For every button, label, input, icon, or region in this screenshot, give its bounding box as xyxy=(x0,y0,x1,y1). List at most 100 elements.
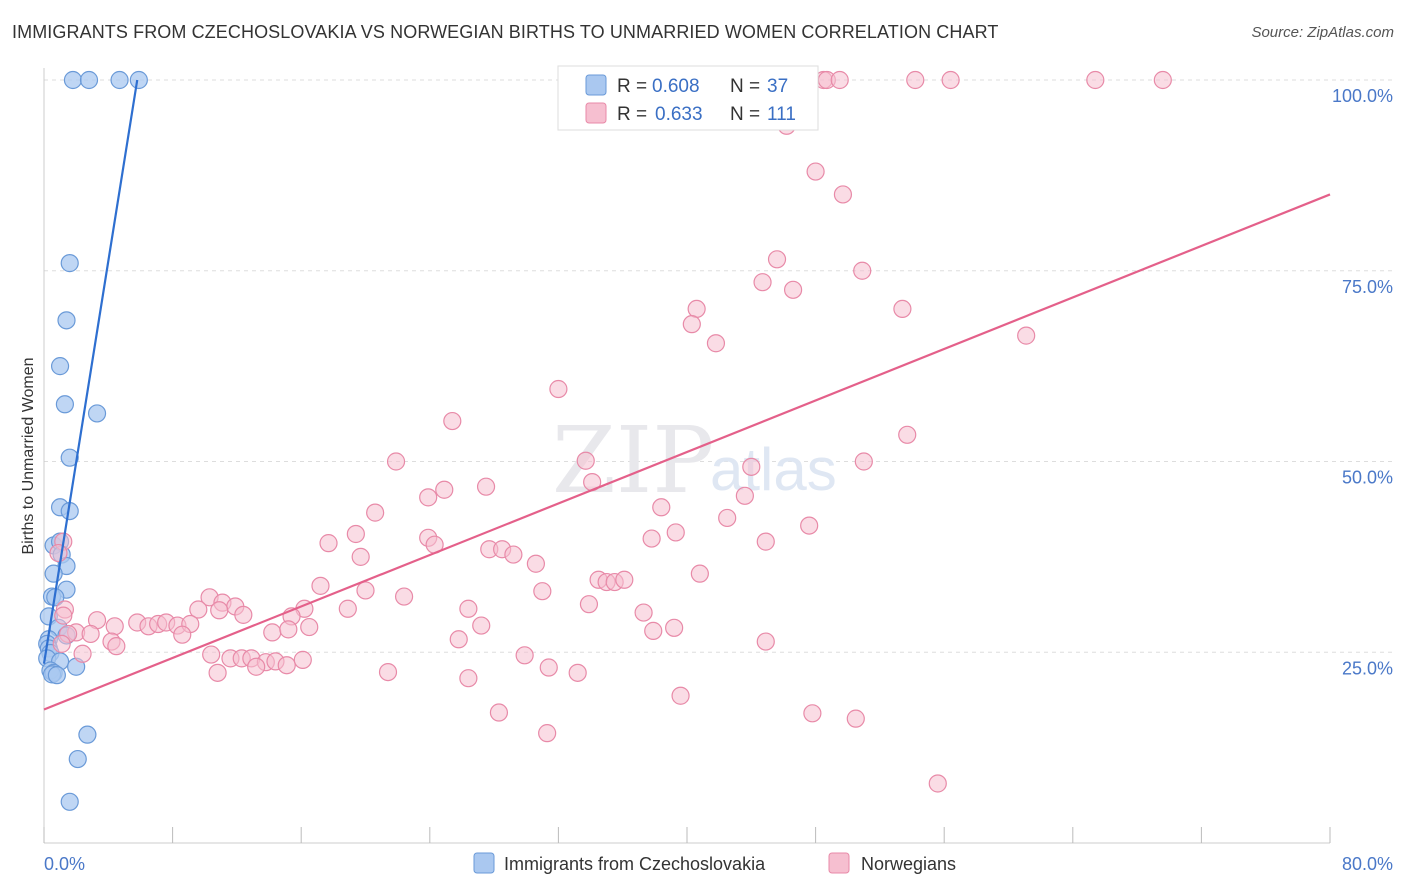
point-norwegians xyxy=(394,587,414,606)
point-czechoslovakia xyxy=(55,395,74,414)
point-norwegians xyxy=(419,488,438,507)
point-norwegians xyxy=(906,70,925,90)
point-norwegians xyxy=(833,185,853,204)
point-czechoslovakia xyxy=(60,254,79,273)
series-czechoslovakia-points xyxy=(38,70,148,811)
point-norwegians xyxy=(718,508,737,528)
point-norwegians xyxy=(538,724,557,743)
point-czechoslovakia xyxy=(129,70,148,90)
point-norwegians xyxy=(576,451,595,470)
bottom-legend: Immigrants from Czechoslovakia Norwegian… xyxy=(473,852,956,874)
point-norwegians xyxy=(526,554,545,573)
point-norwegians xyxy=(756,532,775,551)
source-label: Source: ZipAtlas.com xyxy=(1251,24,1394,41)
point-norwegians xyxy=(300,617,319,637)
point-norwegians xyxy=(1086,70,1105,90)
point-norwegians xyxy=(830,70,849,90)
point-norwegians xyxy=(319,534,338,553)
point-norwegians xyxy=(73,644,92,663)
legend-n-label-2: N = xyxy=(730,104,760,125)
point-norwegians xyxy=(173,625,192,644)
point-norwegians xyxy=(356,581,375,600)
point-norwegians xyxy=(107,637,126,656)
legend: R = 0.608 N = 37 R = 0.633 N = 111 xyxy=(557,65,819,131)
point-norwegians xyxy=(644,621,663,640)
point-norwegians xyxy=(293,650,312,669)
point-norwegians xyxy=(263,623,282,642)
legend-r-value-1: 0.608 xyxy=(652,76,700,97)
point-norwegians xyxy=(682,315,701,334)
point-norwegians xyxy=(210,601,229,620)
point-norwegians xyxy=(311,576,330,595)
point-norwegians xyxy=(472,616,491,635)
point-norwegians xyxy=(767,250,787,269)
point-czechoslovakia xyxy=(63,70,83,90)
point-norwegians xyxy=(435,480,454,499)
legend-n-value-2: 111 xyxy=(767,104,796,125)
trend-line-norwegians xyxy=(43,193,1331,711)
point-norwegians xyxy=(1153,70,1172,90)
point-norwegians xyxy=(539,658,558,677)
y-tick-label: 75.0% xyxy=(1342,277,1393,297)
point-norwegians xyxy=(346,524,365,544)
point-norwegians xyxy=(803,704,822,723)
point-norwegians xyxy=(476,477,496,496)
point-norwegians xyxy=(928,774,947,793)
point-czechoslovakia xyxy=(60,792,79,811)
point-czechoslovakia xyxy=(50,357,70,376)
point-norwegians xyxy=(504,545,523,564)
bottom-legend-swatch-norwegians xyxy=(828,852,850,874)
point-norwegians xyxy=(568,663,587,682)
point-norwegians xyxy=(735,486,754,505)
point-norwegians xyxy=(854,452,873,471)
point-czechoslovakia xyxy=(68,749,87,769)
x-tick-label-max: 80.0% xyxy=(1342,854,1393,874)
legend-swatch-norwegians xyxy=(585,102,607,124)
trend-lines xyxy=(42,79,1331,711)
bottom-legend-label-norwegians: Norwegians xyxy=(861,854,956,874)
point-norwegians xyxy=(515,646,534,665)
point-norwegians xyxy=(459,669,478,688)
point-norwegians xyxy=(652,498,671,517)
point-czechoslovakia xyxy=(78,725,97,744)
point-norwegians xyxy=(783,280,803,299)
point-norwegians xyxy=(189,600,208,619)
point-norwegians xyxy=(533,582,552,601)
bottom-legend-label-czechoslovakia: Immigrants from Czechoslovakia xyxy=(504,854,766,874)
point-norwegians xyxy=(489,703,509,722)
point-norwegians xyxy=(753,273,772,292)
point-norwegians xyxy=(941,70,960,90)
trend-line-czechoslovakia xyxy=(42,79,139,664)
point-norwegians xyxy=(642,529,661,548)
point-norwegians xyxy=(690,564,709,583)
chart-title: IMMIGRANTS FROM CZECHOSLOVAKIA VS NORWEG… xyxy=(12,22,999,42)
point-norwegians xyxy=(666,523,685,542)
point-czechoslovakia xyxy=(60,448,79,467)
point-norwegians xyxy=(208,663,227,682)
point-norwegians xyxy=(687,299,706,318)
point-norwegians xyxy=(54,606,73,625)
point-norwegians xyxy=(806,162,825,181)
point-czechoslovakia xyxy=(87,404,107,423)
point-norwegians xyxy=(351,547,370,566)
point-norwegians xyxy=(615,570,634,589)
point-norwegians xyxy=(202,645,221,664)
point-norwegians xyxy=(49,543,68,563)
point-norwegians xyxy=(634,603,653,622)
point-norwegians xyxy=(898,425,917,444)
watermark-zip: ZIP xyxy=(552,407,714,514)
point-norwegians xyxy=(459,599,478,618)
point-norwegians xyxy=(279,620,298,639)
legend-r-label-2: R = xyxy=(617,104,647,125)
legend-r-value-2: 0.633 xyxy=(655,104,703,125)
point-norwegians xyxy=(386,452,406,471)
point-norwegians xyxy=(846,709,865,728)
grid xyxy=(44,79,1393,653)
point-norwegians xyxy=(366,503,385,522)
point-norwegians xyxy=(549,379,568,399)
point-norwegians xyxy=(81,624,100,644)
point-czechoslovakia xyxy=(110,70,129,90)
point-norwegians xyxy=(378,662,398,682)
point-norwegians xyxy=(853,261,872,280)
point-norwegians xyxy=(234,605,253,624)
